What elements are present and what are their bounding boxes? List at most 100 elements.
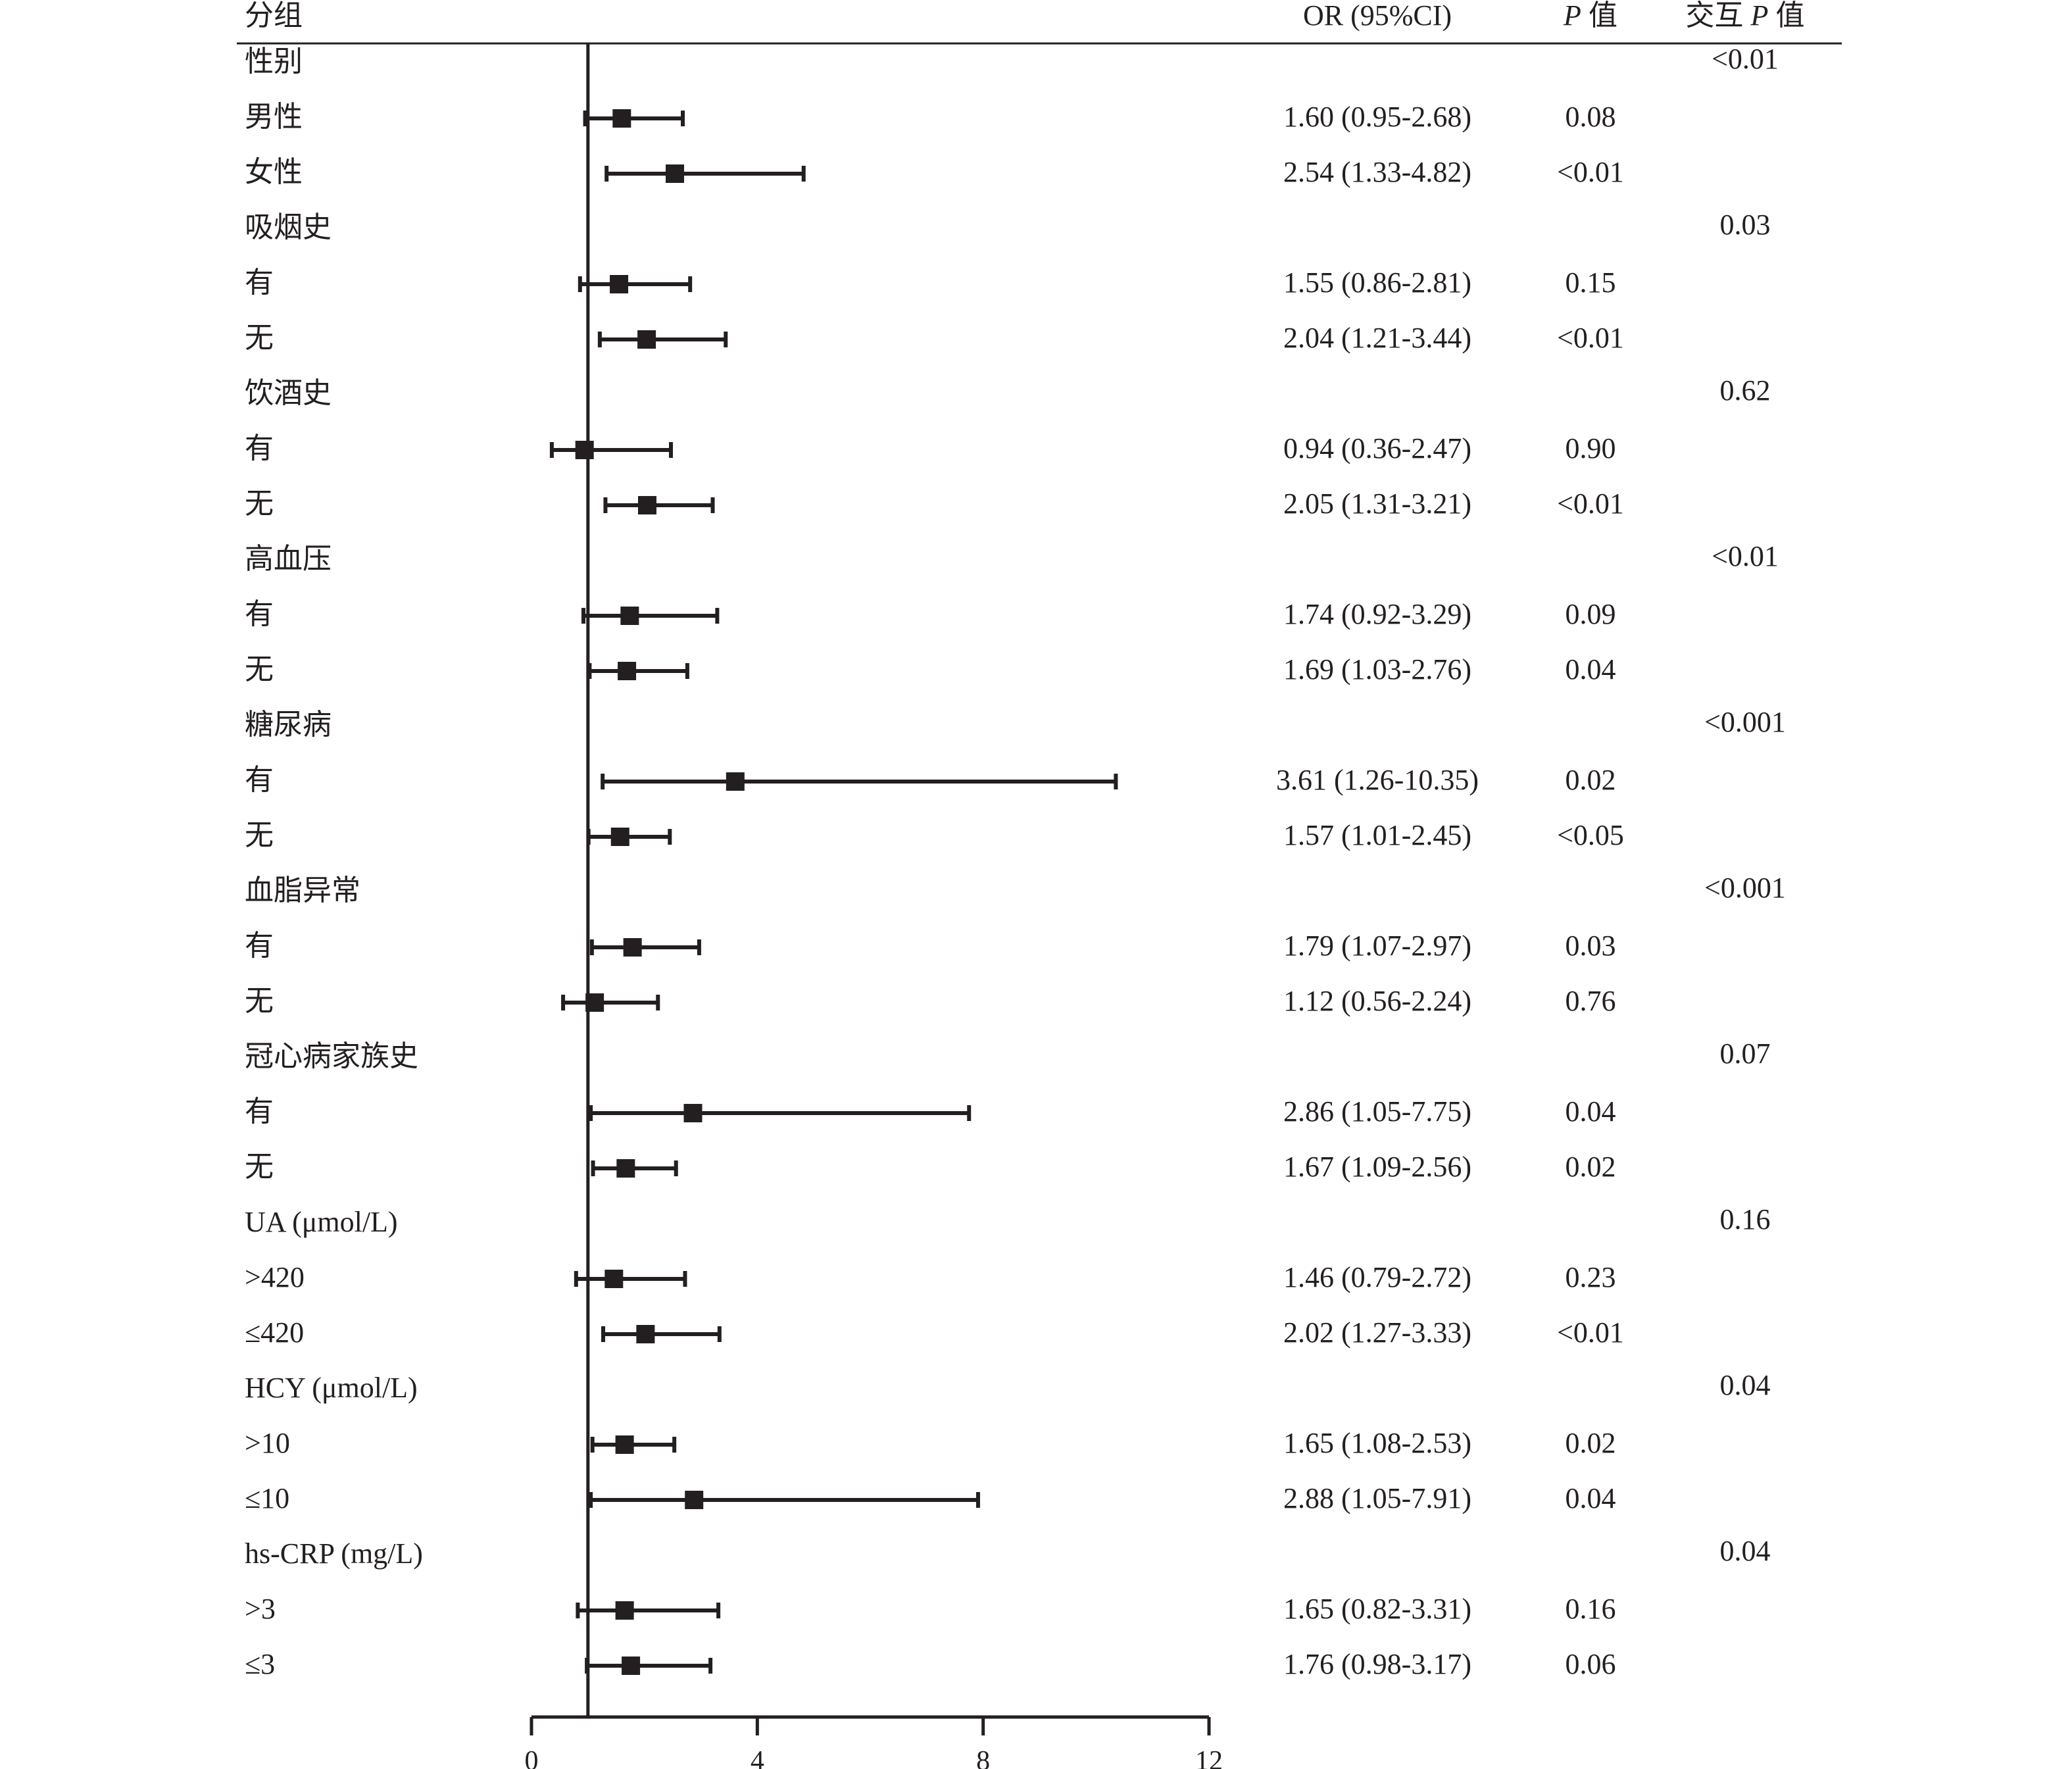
- or-ci-text: 2.54 (1.33-4.82): [1283, 156, 1471, 188]
- x-tick-label: 4: [751, 1746, 764, 1769]
- header-p: P 值: [1563, 0, 1617, 32]
- or-point: [637, 496, 656, 514]
- interaction-p-value: 0.04: [1720, 1535, 1771, 1567]
- p-value: 0.02: [1566, 764, 1616, 796]
- header-p-italic: P: [1563, 0, 1581, 32]
- or-point: [685, 1491, 704, 1509]
- p-value: 0.06: [1566, 1648, 1616, 1680]
- subgroup-label: 有: [245, 1095, 274, 1128]
- group-label: HCY (μmol/L): [245, 1372, 418, 1404]
- or-point: [615, 1601, 634, 1620]
- or-ci-text: 3.61 (1.26-10.35): [1276, 764, 1479, 796]
- group-label: 吸烟史: [245, 211, 332, 243]
- subgroup-label: >3: [245, 1593, 276, 1625]
- subgroup-label: 无: [245, 1151, 274, 1183]
- p-value: 0.03: [1566, 930, 1616, 962]
- subgroup-label: 有: [245, 764, 274, 796]
- x-tick-label: 8: [976, 1746, 990, 1769]
- group-label: 冠心病家族史: [245, 1040, 418, 1072]
- group-label: 饮酒史: [245, 377, 332, 409]
- or-point: [683, 1104, 703, 1122]
- interaction-p-value: 0.07: [1720, 1037, 1771, 1070]
- subgroup-label: 无: [245, 819, 274, 851]
- header-interaction-prefix: 交互: [1686, 0, 1751, 32]
- or-ci-text: 1.74 (0.92-3.29): [1283, 598, 1471, 630]
- subgroup-label: 男性: [245, 101, 303, 133]
- p-value: 0.08: [1566, 101, 1616, 133]
- p-value: 0.15: [1566, 266, 1616, 299]
- or-ci-text: 1.69 (1.03-2.76): [1283, 653, 1471, 685]
- p-value: <0.01: [1557, 156, 1624, 188]
- p-value: 0.02: [1566, 1151, 1616, 1183]
- subgroup-label: ≤10: [245, 1482, 289, 1514]
- p-value: <0.05: [1557, 819, 1624, 851]
- or-ci-text: 1.76 (0.98-3.17): [1283, 1648, 1471, 1680]
- subgroup-label: ≤420: [245, 1316, 304, 1349]
- subgroup-label: 无: [245, 487, 274, 520]
- header-interaction-p: 交互 P 值: [1686, 0, 1805, 32]
- subgroup-label: ≤3: [245, 1648, 275, 1680]
- header-interaction-suffix: 值: [1768, 0, 1804, 32]
- p-value: 0.04: [1566, 1095, 1616, 1128]
- or-ci-text: 1.12 (0.56-2.24): [1283, 985, 1471, 1017]
- group-label: hs-CRP (mg/L): [245, 1537, 423, 1570]
- subgroup-label: 有: [245, 598, 274, 630]
- subgroup-label: 有: [245, 930, 274, 962]
- or-point: [612, 109, 631, 128]
- p-value: 0.16: [1566, 1593, 1616, 1625]
- group-label: 糖尿病: [245, 709, 332, 741]
- x-axis: 0 4 8 12: [525, 43, 1223, 1769]
- p-value: 0.04: [1566, 1482, 1616, 1514]
- subgroup-label: 女性: [245, 156, 303, 188]
- or-ci-text: 2.88 (1.05-7.91): [1283, 1482, 1471, 1514]
- or-ci-text: 0.94 (0.36-2.47): [1283, 432, 1471, 464]
- x-tick-label: 12: [1195, 1746, 1223, 1769]
- p-value: 0.76: [1566, 985, 1616, 1017]
- or-ci-text: 1.67 (1.09-2.56): [1283, 1151, 1471, 1183]
- or-point: [666, 164, 685, 183]
- or-point: [615, 1435, 634, 1454]
- or-point: [575, 441, 594, 459]
- or-point: [726, 772, 745, 791]
- or-point: [636, 1325, 655, 1343]
- p-value: <0.01: [1557, 1316, 1624, 1349]
- subgroup-label: 有: [245, 266, 274, 299]
- or-point: [610, 828, 629, 846]
- or-ci-text: 2.02 (1.27-3.33): [1283, 1316, 1471, 1349]
- or-point: [622, 1657, 641, 1675]
- interaction-p-value: <0.01: [1712, 540, 1779, 572]
- subgroup-label: 有: [245, 432, 274, 464]
- or-point: [620, 607, 639, 625]
- x-tick-label: 0: [525, 1746, 539, 1769]
- or-point: [623, 938, 642, 957]
- group-label: UA (μmol/L): [245, 1206, 398, 1238]
- p-value: 0.90: [1566, 432, 1616, 464]
- or-ci-text: 2.86 (1.05-7.75): [1283, 1095, 1471, 1128]
- header-p-suffix: 值: [1581, 0, 1617, 32]
- interaction-p-value: <0.001: [1704, 872, 1786, 904]
- subgroup-label: 无: [245, 985, 274, 1017]
- or-point: [637, 330, 656, 349]
- or-ci-text: 1.57 (1.01-2.45): [1283, 819, 1471, 851]
- or-ci-text: 1.65 (0.82-3.31): [1283, 1593, 1471, 1625]
- subgroup-label: 无: [245, 322, 274, 354]
- p-value: <0.01: [1557, 322, 1624, 354]
- interaction-p-value: 0.62: [1720, 374, 1771, 407]
- or-ci-text: 1.55 (0.86-2.81): [1283, 266, 1471, 299]
- or-ci-text: 1.60 (0.95-2.68): [1283, 101, 1471, 133]
- or-ci-text: 1.46 (0.79-2.72): [1283, 1261, 1471, 1293]
- group-label: 高血压: [245, 543, 332, 575]
- interaction-p-value: 0.16: [1720, 1203, 1771, 1235]
- interaction-p-value: <0.001: [1704, 706, 1786, 738]
- interaction-p-value: 0.03: [1720, 209, 1771, 241]
- p-value: 0.23: [1566, 1261, 1616, 1293]
- or-ci-text: 1.65 (1.08-2.53): [1283, 1427, 1471, 1459]
- group-label: 血脂异常: [245, 874, 360, 907]
- subgroup-label: >420: [245, 1261, 305, 1293]
- header-group: 分组: [245, 0, 303, 32]
- forest-rows: 性别 <0.01 男性 1.60 (0.95-2.68) 0.08 女性 2.54 (1.3…: [245, 43, 1786, 1680]
- interaction-p-value: 0.04: [1720, 1369, 1771, 1401]
- or-point: [616, 1159, 635, 1178]
- or-point: [604, 1270, 624, 1288]
- p-value: 0.02: [1566, 1427, 1616, 1459]
